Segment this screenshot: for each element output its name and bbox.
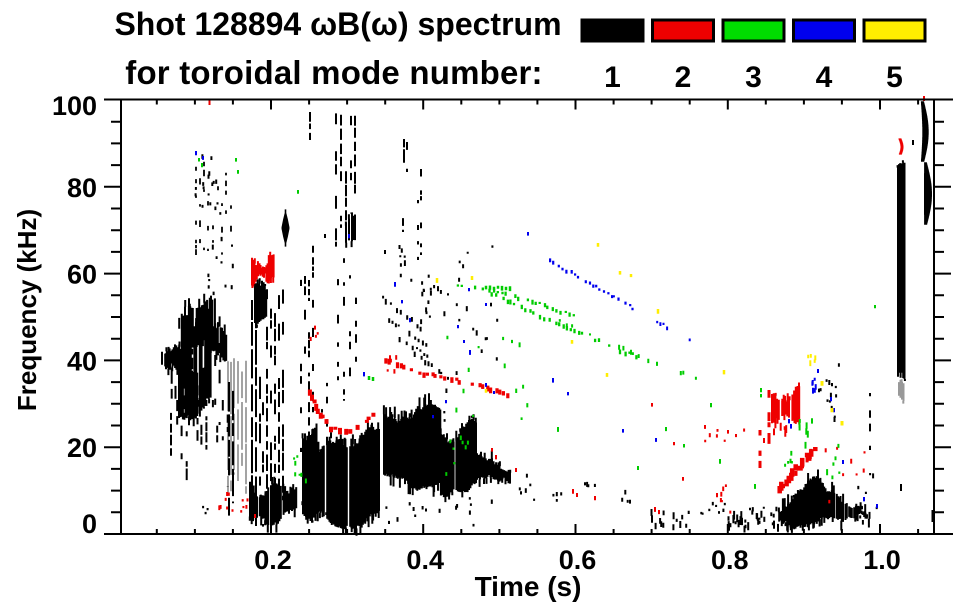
svg-text:for toroidal mode number:: for toroidal mode number: <box>125 54 543 91</box>
svg-text:1.0: 1.0 <box>863 545 901 575</box>
svg-text:0: 0 <box>82 509 97 539</box>
svg-text:100: 100 <box>52 91 97 121</box>
svg-text:0.8: 0.8 <box>711 545 749 575</box>
svg-text:40: 40 <box>67 346 97 376</box>
svg-text:20: 20 <box>67 433 97 463</box>
svg-text:0.6: 0.6 <box>559 545 597 575</box>
svg-text:4: 4 <box>816 61 833 94</box>
svg-text:Shot 128894 ωB(ω) spectrum: Shot 128894 ωB(ω) spectrum <box>114 6 561 42</box>
svg-text:1: 1 <box>604 61 621 94</box>
svg-text:0.4: 0.4 <box>406 545 444 575</box>
svg-text:Frequency (kHz): Frequency (kHz) <box>12 209 42 411</box>
svg-text:5: 5 <box>886 61 903 94</box>
svg-text:2: 2 <box>675 61 692 94</box>
svg-text:60: 60 <box>67 260 97 290</box>
svg-text:80: 80 <box>67 173 97 203</box>
svg-text:Time (s): Time (s) <box>475 571 582 602</box>
svg-text:0.2: 0.2 <box>254 545 292 575</box>
svg-text:3: 3 <box>745 61 762 94</box>
